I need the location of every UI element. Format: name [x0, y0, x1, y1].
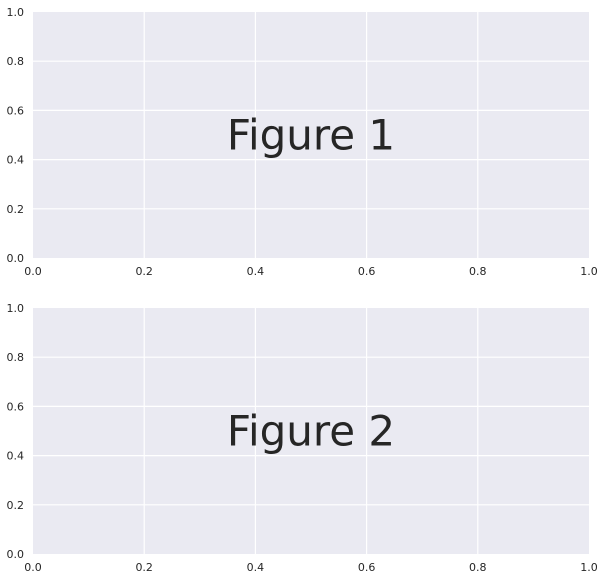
subplot-figure-1: 0.0 0.2 0.4 0.6 0.8 1.0 0.0 0.2 0.4 0.6 0.8 1.0 Figu… — [7, 6, 598, 278]
chart-2-x-tick-label: 0.6 — [358, 561, 376, 574]
chart-2-x-tick-label: 1.0 — [580, 561, 598, 574]
chart-2-x-tick-label: 0.0 — [24, 561, 42, 574]
chart-1-annotation: Figure 1 — [227, 111, 395, 160]
chart-1-y-tick-label: 0.6 — [7, 104, 25, 117]
chart-1-x-tick-label: 0.8 — [469, 265, 487, 278]
chart-1-x-tick-label: 0.2 — [135, 265, 153, 278]
chart-2-y-tick-label: 0.4 — [7, 450, 25, 463]
chart-2-annotation: Figure 2 — [227, 407, 395, 456]
chart-2-x-tick-label: 0.4 — [247, 561, 265, 574]
chart-2-y-tick-label: 0.2 — [7, 499, 25, 512]
chart-1-x-tick-label: 1.0 — [580, 265, 598, 278]
chart-2-y-tick-label: 1.0 — [7, 302, 25, 315]
chart-1-y-tick-label: 0.2 — [7, 203, 25, 216]
chart-1-y-tick-label: 1.0 — [7, 6, 25, 19]
chart-2-y-tick-label: 0.8 — [7, 351, 25, 364]
chart-1-y-tick-label: 0.4 — [7, 154, 25, 167]
chart-1-x-tick-label: 0.6 — [358, 265, 376, 278]
chart-2-x-tick-label: 0.2 — [135, 561, 153, 574]
chart-2-plot-area — [33, 308, 589, 554]
chart-2-x-tick-label: 0.8 — [469, 561, 487, 574]
chart-1-plot-area — [33, 12, 589, 258]
chart-2-y-tick-label: 0.0 — [7, 548, 25, 561]
chart-2-y-tick-label: 0.6 — [7, 400, 25, 413]
subplot-figure-2: 0.0 0.2 0.4 0.6 0.8 1.0 0.0 0.2 0.4 0.6 0.8 1.0 Figu… — [7, 302, 598, 574]
chart-1-y-tick-label: 0.8 — [7, 55, 25, 68]
chart-1-x-tick-label: 0.0 — [24, 265, 42, 278]
chart-1-y-tick-label: 0.0 — [7, 252, 25, 265]
chart-1-x-tick-label: 0.4 — [247, 265, 265, 278]
